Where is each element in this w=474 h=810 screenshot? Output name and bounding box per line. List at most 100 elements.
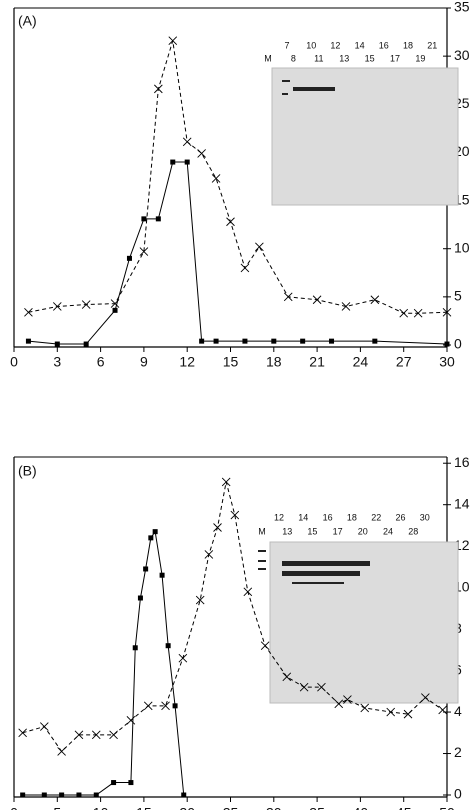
x-tick-label: 15 (136, 805, 152, 810)
cross-marker (18, 728, 27, 738)
lane-label: 30 (420, 512, 430, 522)
square-marker (59, 792, 65, 798)
lane-label: 26 (395, 512, 405, 522)
square-marker (152, 529, 158, 535)
y-tick-label: 2 (454, 744, 462, 760)
x-tick-label: 25 (223, 805, 239, 810)
lane-label: 19 (415, 53, 425, 63)
square-marker (165, 643, 171, 649)
square-marker (132, 645, 138, 651)
cross-marker (57, 747, 66, 756)
x-tick-label: 12 (179, 354, 195, 370)
square-marker (155, 216, 161, 222)
lane-label: 28 (408, 526, 418, 536)
x-tick-label: 0 (10, 354, 18, 370)
data-line (28, 40, 448, 314)
lane-label: 22 (371, 512, 381, 522)
y-tick-label: 14 (454, 495, 470, 511)
x-tick-label: 18 (266, 354, 282, 370)
cross-marker (360, 703, 370, 713)
square-marker (25, 338, 31, 344)
square-marker (242, 338, 248, 344)
gel-image (269, 541, 459, 704)
lane-label: 18 (403, 40, 413, 50)
lane-label: 16 (379, 40, 389, 50)
lane-label: 13 (339, 53, 349, 63)
gel-band (293, 87, 335, 91)
cross-marker (161, 701, 170, 711)
cross-marker (126, 716, 136, 725)
cross-marker (81, 300, 91, 309)
y-tick-label: 35 (454, 0, 470, 15)
panel-label: (B) (18, 463, 37, 479)
cross-marker (39, 722, 49, 731)
square-marker (54, 341, 60, 347)
x-tick-label: 3 (53, 354, 61, 370)
y-tick-label: 10 (454, 239, 470, 255)
x-tick-label: 45 (396, 805, 412, 810)
y-tick-label: 4 (454, 703, 462, 719)
cross-marker (197, 149, 206, 158)
cross-marker (343, 695, 352, 704)
square-marker (199, 338, 205, 344)
cross-marker (260, 641, 270, 651)
gel-band (282, 571, 360, 576)
cross-marker (74, 730, 84, 740)
lane-label: 14 (355, 40, 365, 50)
square-marker (76, 792, 82, 798)
cross-marker (109, 730, 118, 740)
cross-marker (421, 693, 430, 702)
square-marker (213, 338, 219, 344)
lane-label: 12 (330, 40, 340, 50)
x-tick-label: 9 (140, 354, 148, 370)
x-tick-label: 15 (223, 354, 239, 370)
y-tick-label: 16 (454, 454, 470, 470)
x-tick-label: 30 (266, 805, 282, 810)
cross-marker (317, 682, 326, 692)
x-tick-label: 24 (353, 354, 369, 370)
x-tick-label: 6 (97, 354, 105, 370)
gel-band (282, 561, 370, 566)
gel-band (258, 550, 266, 552)
square-marker (137, 595, 143, 601)
square-marker (128, 780, 134, 786)
cross-marker (213, 523, 222, 532)
square-marker (93, 792, 99, 798)
square-marker (329, 338, 335, 344)
cross-marker (255, 242, 264, 252)
lane-label: 12 (274, 512, 284, 522)
lane-label: 8 (291, 53, 296, 63)
square-marker (372, 338, 378, 344)
square-marker (111, 780, 117, 786)
x-tick-label: 27 (396, 354, 412, 370)
lane-label: M (258, 526, 266, 536)
lane-label: 24 (383, 526, 393, 536)
square-marker (83, 341, 89, 347)
gel-band (282, 80, 290, 82)
cross-marker (399, 308, 409, 318)
y-tick-label: 5 (454, 288, 462, 304)
lane-label: 21 (427, 40, 437, 50)
square-marker (141, 216, 147, 222)
gel-band (292, 582, 344, 584)
cross-marker (230, 510, 240, 520)
square-marker (159, 572, 165, 578)
square-marker (181, 792, 187, 798)
square-marker (112, 307, 118, 313)
square-marker (172, 703, 178, 709)
cross-marker (91, 730, 101, 740)
cross-marker (240, 263, 250, 273)
lane-label: 7 (284, 40, 289, 50)
cross-marker (413, 308, 423, 318)
panel-label: (A) (18, 13, 37, 29)
x-tick-label: 50 (439, 805, 455, 810)
cross-marker (143, 701, 153, 711)
lane-label: 18 (347, 512, 357, 522)
lane-label: 14 (298, 512, 308, 522)
cross-marker (182, 137, 192, 147)
square-marker (41, 792, 47, 798)
x-tick-label: 21 (309, 354, 325, 370)
cross-marker (341, 302, 351, 311)
y-tick-label: 0 (454, 336, 462, 352)
